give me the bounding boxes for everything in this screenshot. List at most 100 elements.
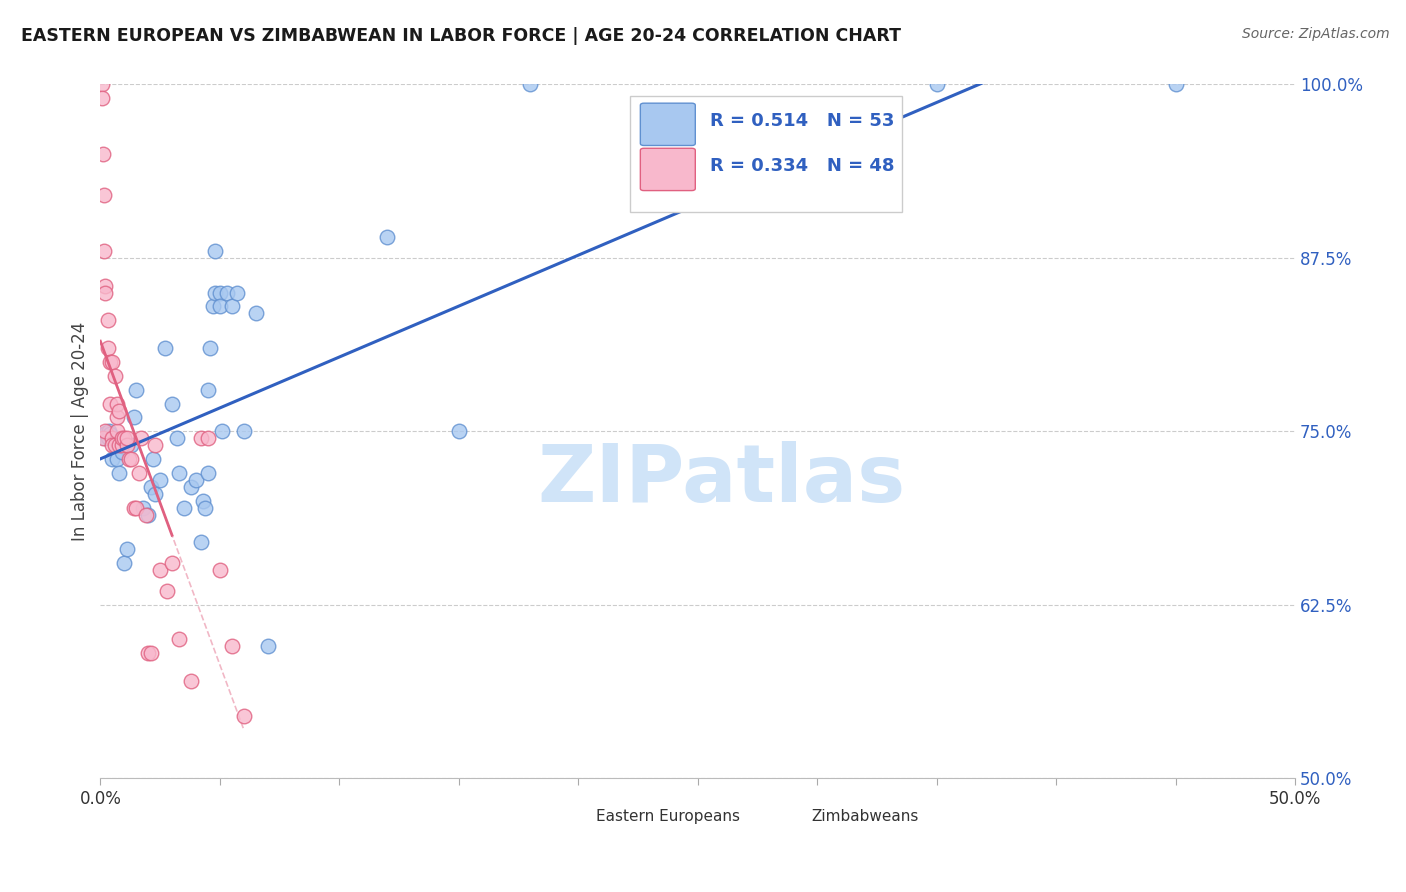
- Point: [101, 431, 124, 445]
- Point: [108, 466, 131, 480]
- Point: [90, 78, 112, 92]
- Point: [208, 300, 231, 314]
- Point: [107, 438, 129, 452]
- Point: [136, 646, 159, 660]
- Point: [90, 91, 112, 105]
- Text: EASTERN EUROPEAN VS ZIMBABWEAN IN LABOR FORCE | AGE 20-24 CORRELATION CHART: EASTERN EUROPEAN VS ZIMBABWEAN IN LABOR …: [21, 27, 901, 45]
- Point: [194, 500, 217, 515]
- Point: [93, 244, 115, 258]
- Point: [232, 425, 254, 439]
- Point: [91, 431, 114, 445]
- Point: [160, 396, 183, 410]
- Point: [925, 78, 948, 92]
- Point: [96, 341, 118, 355]
- Point: [112, 556, 135, 570]
- Point: [93, 427, 115, 442]
- Point: [167, 632, 190, 647]
- Point: [105, 425, 128, 439]
- Point: [225, 285, 247, 300]
- Point: [101, 452, 124, 467]
- Point: [91, 146, 114, 161]
- Point: [211, 425, 233, 439]
- Point: [190, 535, 212, 549]
- Point: [96, 425, 118, 440]
- Text: ZIPatlas: ZIPatlas: [537, 441, 905, 519]
- Point: [221, 300, 243, 314]
- Point: [98, 355, 121, 369]
- Text: Source: ZipAtlas.com: Source: ZipAtlas.com: [1241, 27, 1389, 41]
- Point: [200, 341, 222, 355]
- FancyBboxPatch shape: [630, 95, 903, 212]
- Text: Eastern Europeans: Eastern Europeans: [596, 809, 740, 824]
- Point: [139, 646, 162, 660]
- Point: [98, 396, 121, 410]
- Point: [166, 431, 188, 445]
- Point: [94, 431, 117, 445]
- Point: [256, 640, 278, 654]
- Point: [115, 542, 138, 557]
- Point: [149, 473, 172, 487]
- Point: [215, 285, 238, 300]
- Point: [208, 285, 231, 300]
- Point: [173, 500, 195, 515]
- Point: [98, 427, 121, 442]
- Point: [190, 431, 212, 445]
- Point: [245, 306, 267, 320]
- Point: [143, 438, 166, 452]
- Point: [111, 445, 134, 459]
- Point: [96, 430, 118, 444]
- Point: [120, 438, 142, 452]
- Text: Zimbabweans: Zimbabweans: [811, 809, 918, 824]
- Point: [201, 300, 224, 314]
- Point: [142, 452, 165, 467]
- Point: [135, 508, 157, 522]
- FancyBboxPatch shape: [640, 148, 696, 191]
- Point: [101, 355, 124, 369]
- Point: [180, 674, 202, 689]
- Point: [101, 438, 124, 452]
- Point: [108, 438, 131, 452]
- Text: R = 0.514   N = 53: R = 0.514 N = 53: [710, 112, 894, 130]
- Y-axis label: In Labor Force | Age 20-24: In Labor Force | Age 20-24: [72, 322, 89, 541]
- Point: [93, 188, 115, 202]
- Point: [105, 410, 128, 425]
- Point: [191, 493, 214, 508]
- Point: [125, 500, 148, 515]
- Point: [129, 431, 152, 445]
- Point: [94, 425, 117, 439]
- Point: [1164, 78, 1187, 92]
- Bar: [769, 803, 799, 830]
- Point: [197, 431, 219, 445]
- Point: [125, 383, 148, 397]
- Point: [111, 431, 134, 445]
- Point: [120, 452, 142, 467]
- Point: [122, 410, 145, 425]
- Point: [97, 425, 120, 439]
- Point: [143, 487, 166, 501]
- Point: [104, 438, 127, 452]
- Point: [208, 563, 231, 577]
- Point: [184, 473, 207, 487]
- Point: [108, 403, 131, 417]
- Point: [221, 640, 243, 654]
- Point: [128, 466, 150, 480]
- Point: [447, 425, 470, 439]
- Point: [167, 466, 190, 480]
- Point: [91, 428, 114, 442]
- Point: [94, 285, 117, 300]
- Point: [160, 556, 183, 570]
- Point: [111, 438, 134, 452]
- Point: [115, 431, 138, 445]
- Point: [149, 563, 172, 577]
- Point: [136, 508, 159, 522]
- Point: [118, 452, 141, 467]
- FancyBboxPatch shape: [640, 103, 696, 145]
- Point: [105, 452, 128, 467]
- Point: [180, 480, 202, 494]
- Point: [197, 466, 219, 480]
- Point: [96, 313, 118, 327]
- Point: [375, 230, 398, 244]
- Point: [132, 500, 155, 515]
- Point: [519, 78, 541, 92]
- Point: [232, 708, 254, 723]
